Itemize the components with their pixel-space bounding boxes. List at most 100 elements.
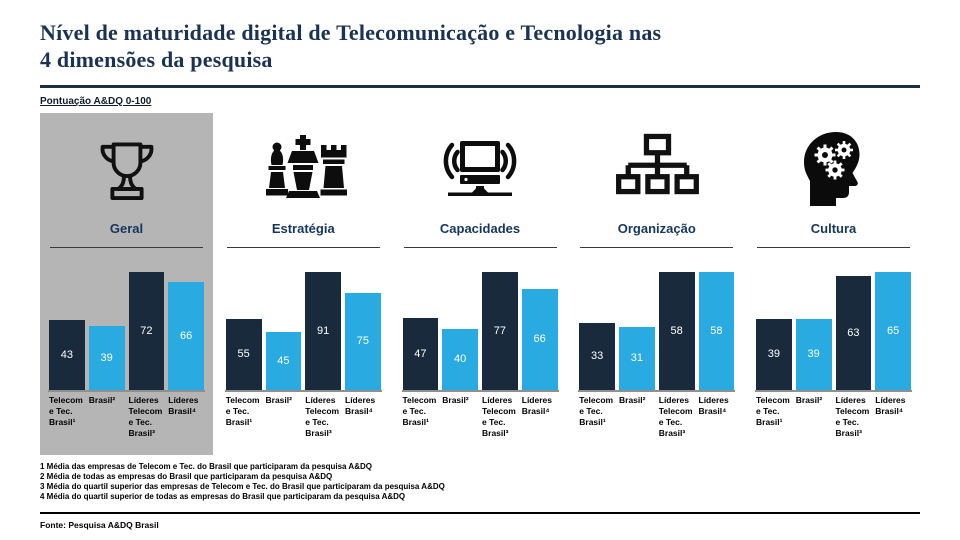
bar-3: 91 xyxy=(305,271,341,390)
bar-value: 40 xyxy=(454,353,467,366)
bar-labels-organizacao: Telecom e Tec. Brasil¹ Brasil² Líderes Tel… xyxy=(578,395,735,449)
group-divider xyxy=(403,246,557,248)
bar-3: 77 xyxy=(482,271,518,390)
category-label: Brasil² xyxy=(265,394,292,405)
bar-3: 58 xyxy=(658,271,695,390)
group-cultura: Cultura 39 39 63 65 Telecom e Tec. Brasil¹ B… xyxy=(747,113,920,455)
footnotes: 1 Média das empresas de Telecom e Tec. d… xyxy=(40,462,920,502)
title-divider xyxy=(40,84,920,88)
bar-1: 39 xyxy=(756,318,792,390)
chart-area: Geral 43 39 72 66 Telecom e Tec. Brasil¹ Bra… xyxy=(40,112,920,455)
bar-value: 72 xyxy=(140,324,153,337)
connected-computer-icon xyxy=(402,121,559,219)
footnote-4: 4 Média do quartil superior de todas as … xyxy=(40,491,406,501)
bar-value: 39 xyxy=(100,351,113,364)
title-line-1: Nível de maturidade digital de Telecomun… xyxy=(40,20,662,45)
category-label: Líderes Telecom e Tec. Brasil³ xyxy=(128,394,163,438)
category-label: Líderes Brasil⁴ xyxy=(698,394,729,416)
footnote-2: 2 Média de todas as empresas do Brasil q… xyxy=(40,471,333,481)
group-estrategia: Estratégia 55 45 91 75 Telecom e Tec. Brasi… xyxy=(217,113,390,455)
category-label: Brasil² xyxy=(619,394,646,405)
bar-3: 72 xyxy=(128,271,165,390)
bar-1: 55 xyxy=(225,318,262,390)
group-geral: Geral 43 39 72 66 Telecom e Tec. Brasil¹ Bra… xyxy=(40,112,213,455)
bar-labels-cultura: Telecom e Tec. Brasil¹ Brasil² Líderes Tel… xyxy=(755,395,912,449)
group-divider xyxy=(580,246,734,248)
group-label-capacidades: Capacidades xyxy=(439,220,521,236)
bar-value: 58 xyxy=(670,324,683,337)
bar-1: 33 xyxy=(579,322,615,390)
category-label: Líderes Brasil⁴ xyxy=(168,394,199,416)
group-label-estrategia: Estratégia xyxy=(271,220,335,236)
bar-value: 75 xyxy=(356,335,369,348)
bar-value: 65 xyxy=(887,324,900,337)
category-label: Telecom e Tec. Brasil¹ xyxy=(402,394,437,427)
bar-2: 40 xyxy=(442,328,478,390)
bar-value: 45 xyxy=(277,354,290,367)
category-label: Líderes Brasil⁴ xyxy=(521,394,552,416)
bar-value: 39 xyxy=(807,348,820,361)
bar-2: 39 xyxy=(88,325,125,390)
bar-labels-estrategia: Telecom e Tec. Brasil¹ Brasil² Líderes Tel… xyxy=(225,395,382,449)
category-label: Telecom e Tec. Brasil¹ xyxy=(225,394,260,427)
head-gears-icon xyxy=(755,121,912,219)
bar-labels-capacidades: Telecom e Tec. Brasil¹ Brasil² Líderes Tel… xyxy=(402,395,559,449)
category-label: Líderes Telecom e Tec. Brasil³ xyxy=(658,394,693,438)
category-label: Telecom e Tec. Brasil¹ xyxy=(49,394,83,427)
bar-2: 31 xyxy=(619,326,655,390)
group-label-geral: Geral xyxy=(109,220,144,236)
bar-value: 43 xyxy=(60,348,73,361)
bars-cultura: 39 39 63 65 xyxy=(755,250,912,392)
bar-3: 63 xyxy=(835,275,872,390)
bar-4: 65 xyxy=(875,271,911,390)
bar-value: 77 xyxy=(493,324,506,337)
bars-estrategia: 55 45 91 75 xyxy=(224,250,382,392)
bars-geral: 43 39 72 66 xyxy=(48,250,205,392)
trophy-icon xyxy=(48,121,205,219)
group-label-organizacao: Organização xyxy=(617,220,696,236)
group-divider xyxy=(50,246,203,248)
group-label-cultura: Cultura xyxy=(810,220,857,236)
score-scale-note: Pontuação A&DQ 0-100 xyxy=(40,95,152,107)
bar-4: 66 xyxy=(168,281,204,390)
bar-4: 75 xyxy=(345,292,381,390)
bar-value: 63 xyxy=(847,326,860,339)
bar-labels-geral: Telecom e Tec. Brasil¹ Brasil² Líderes Tel… xyxy=(48,395,205,449)
bar-4: 66 xyxy=(521,288,558,390)
group-divider xyxy=(226,246,380,248)
category-label: Brasil² xyxy=(795,394,823,405)
bar-value: 66 xyxy=(180,329,193,342)
category-label: Líderes Telecom e Tec. Brasil³ xyxy=(482,394,516,438)
group-organizacao: Organização 33 31 58 58 Telecom e Tec. Bras… xyxy=(570,113,743,455)
footnote-1: 1 Média das empresas de Telecom e Tec. d… xyxy=(40,461,372,471)
category-label: Telecom e Tec. Brasil¹ xyxy=(756,394,790,427)
footnote-3: 3 Média do quartil superior das empresas… xyxy=(40,481,445,491)
page-title: Nível de maturidade digital de Telecomun… xyxy=(40,20,920,74)
group-divider xyxy=(757,246,910,248)
category-label: Líderes Brasil⁴ xyxy=(345,394,376,416)
chess-pieces-icon xyxy=(225,121,382,219)
bar-1: 47 xyxy=(402,317,439,390)
category-label: Líderes Telecom e Tec. Brasil³ xyxy=(305,394,340,438)
bars-capacidades: 47 40 77 66 xyxy=(401,250,559,392)
category-label: Brasil² xyxy=(442,394,469,405)
bar-value: 47 xyxy=(414,347,427,360)
bar-4: 58 xyxy=(698,271,735,390)
bar-1: 43 xyxy=(49,319,85,390)
title-line-2: 4 dimensões da pesquisa xyxy=(40,46,273,72)
bar-value: 91 xyxy=(317,324,330,337)
bar-value: 55 xyxy=(237,348,250,361)
category-label: Líderes Brasil⁴ xyxy=(875,394,906,416)
category-label: Telecom e Tec. Brasil¹ xyxy=(579,394,614,427)
group-capacidades: Capacidades 47 40 77 66 Telecom e Tec. Bras… xyxy=(394,113,567,455)
category-label: Brasil² xyxy=(88,394,116,405)
bar-value: 31 xyxy=(630,352,643,365)
bar-2: 45 xyxy=(265,331,302,390)
org-chart-icon xyxy=(578,121,735,219)
bars-organizacao: 33 31 58 58 xyxy=(578,250,736,392)
bar-value: 58 xyxy=(710,324,723,337)
source-divider xyxy=(40,511,920,514)
bar-2: 39 xyxy=(795,318,832,390)
bar-value: 39 xyxy=(767,348,780,361)
